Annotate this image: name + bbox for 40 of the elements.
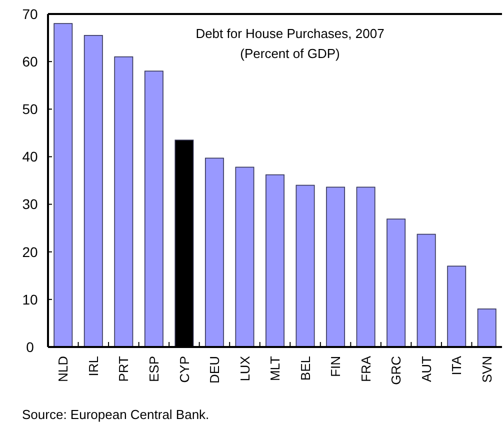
y-tick-label: 0 — [26, 338, 34, 355]
x-tick-label: ESP — [146, 356, 162, 382]
bar — [84, 35, 103, 348]
x-tick-label: LUX — [237, 356, 252, 382]
x-tick-label: AUT — [418, 356, 434, 382]
x-tick-label: PRT — [116, 356, 132, 382]
bar — [447, 266, 466, 348]
x-tick-label: FIN — [328, 356, 344, 377]
bar — [144, 70, 164, 348]
y-tick-label: 50 — [22, 101, 38, 118]
x-tick-label: CYP — [176, 356, 192, 383]
x-tick-label: FRA — [358, 356, 374, 382]
y-tick-label: 60 — [22, 53, 38, 70]
y-tick-label: 40 — [22, 148, 38, 165]
y-tick-label: 70 — [22, 6, 38, 22]
x-tick-label: GRC — [388, 356, 404, 385]
x-tick-label: BEL — [298, 356, 313, 381]
y-tick-label: 30 — [22, 196, 38, 212]
bar — [114, 56, 134, 348]
y-tick-label: 20 — [22, 244, 38, 260]
x-tick-label: ITA — [449, 356, 464, 376]
bar — [326, 186, 346, 348]
x-tick-label: NLD — [56, 356, 71, 382]
bar — [356, 186, 376, 348]
source-note: Source: European Central Bank. — [22, 407, 210, 422]
bar — [386, 218, 406, 348]
bar — [477, 308, 496, 348]
x-tick-label: SVN — [479, 356, 494, 383]
bar — [204, 158, 224, 348]
bar — [235, 166, 254, 348]
bar — [266, 174, 284, 348]
x-tick-label: DEU — [207, 356, 222, 384]
bar — [416, 234, 436, 348]
bar — [54, 23, 73, 348]
x-tick-label: MLT — [268, 356, 283, 382]
x-tick-label: IRL — [86, 356, 101, 376]
y-tick-label: 10 — [22, 291, 38, 308]
bar — [296, 184, 315, 348]
text: Debt for House Purchases, 2007 — [196, 26, 384, 41]
text: (Percent of GDP) — [240, 46, 340, 61]
